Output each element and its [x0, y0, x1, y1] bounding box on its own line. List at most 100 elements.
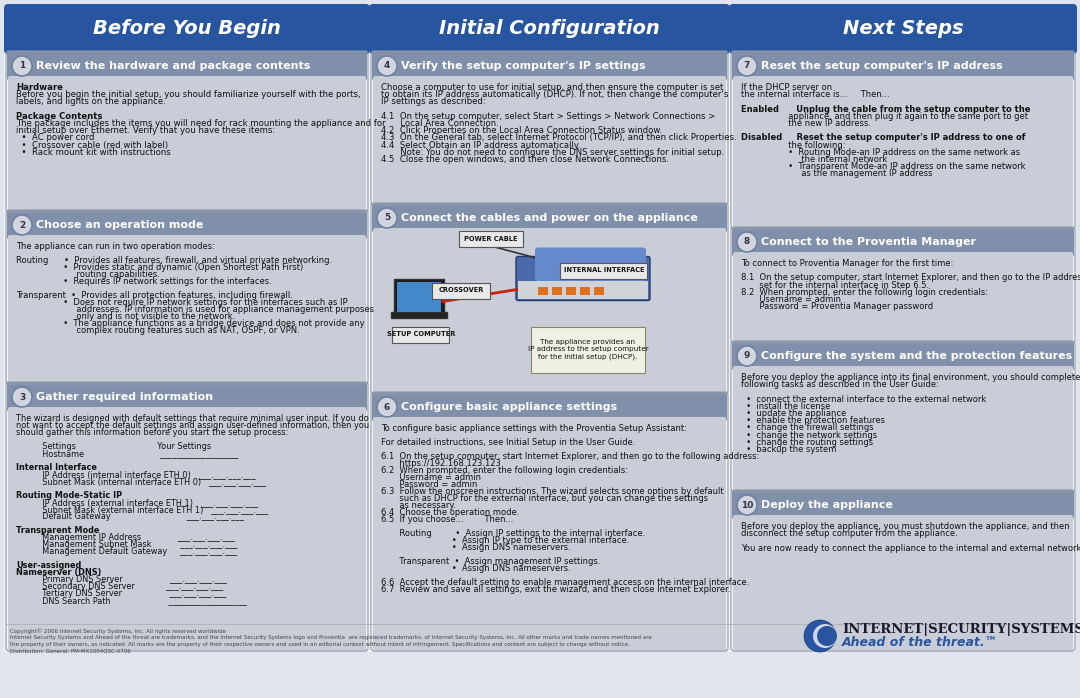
Circle shape [737, 56, 757, 76]
Circle shape [377, 208, 397, 228]
Text: Username = admin: Username = admin [741, 295, 841, 304]
Text: 6.6  Accept the default setting to enable management access on the internal inte: 6.6 Accept the default setting to enable… [381, 578, 750, 587]
Text: 10: 10 [741, 500, 753, 510]
Text: 8.2  When prompted, enter the following login credentials:: 8.2 When prompted, enter the following l… [741, 288, 988, 297]
Text: to obtain its IP address automatically (DHCP). If not, then change the computer': to obtain its IP address automatically (… [381, 90, 728, 99]
Text: not want to accept the default settings and assign user-defined information, the: not want to accept the default settings … [16, 421, 369, 430]
Text: Initial Configuration: Initial Configuration [440, 20, 660, 38]
Text: •  update the appliance: • update the appliance [741, 409, 847, 418]
Text: Note: You do not need to configure the DNS server settings for initial setup.: Note: You do not need to configure the D… [381, 148, 725, 157]
FancyBboxPatch shape [733, 52, 1074, 652]
FancyBboxPatch shape [373, 52, 726, 652]
FancyBboxPatch shape [732, 490, 1074, 520]
Text: The wizard is designed with default settings that require minimal user input. If: The wizard is designed with default sett… [16, 414, 368, 423]
Text: The appliance can run in two operation modes:: The appliance can run in two operation m… [16, 242, 215, 251]
FancyBboxPatch shape [732, 341, 1074, 371]
Text: 8.1  On the setup computer, start Internet Explorer, and then go to the IP addre: 8.1 On the setup computer, start Interne… [741, 274, 1080, 283]
Text: Choose an operation mode: Choose an operation mode [36, 220, 203, 230]
FancyBboxPatch shape [566, 286, 576, 295]
Text: labels, and lights on the appliance.: labels, and lights on the appliance. [16, 98, 165, 106]
Text: routing capabilities.: routing capabilities. [16, 270, 160, 279]
Text: Reset the setup computer's IP address: Reset the setup computer's IP address [761, 61, 1002, 71]
FancyBboxPatch shape [372, 392, 727, 422]
Text: SETUP COMPUTER: SETUP COMPUTER [387, 332, 455, 338]
Text: Nameserver (DNS): Nameserver (DNS) [16, 568, 102, 577]
Text: 4.4  Select Obtain an IP address automatically.: 4.4 Select Obtain an IP address automati… [381, 140, 580, 149]
FancyBboxPatch shape [733, 252, 1074, 342]
Text: Before you begin the initial setup, you should familiarize yourself with the por: Before you begin the initial setup, you … [16, 90, 361, 99]
Text: Deploy the appliance: Deploy the appliance [761, 500, 893, 510]
Text: IP settings as described:: IP settings as described: [381, 98, 486, 106]
Text: You are now ready to connect the appliance to the internal and external network.: You are now ready to connect the applian… [741, 544, 1080, 553]
FancyBboxPatch shape [733, 76, 1074, 228]
FancyBboxPatch shape [6, 382, 367, 412]
Text: Configure basic appliance settings: Configure basic appliance settings [401, 402, 617, 412]
Text: •  Crossover cable (red with label): • Crossover cable (red with label) [16, 140, 168, 149]
Circle shape [804, 620, 836, 652]
Text: Routing      •  Provides all features, firewall, and virtual private networking.: Routing • Provides all features, firewal… [16, 256, 333, 265]
Text: Management IP Address              ___.___.___.___: Management IP Address ___.___.___.___ [16, 533, 234, 542]
FancyBboxPatch shape [373, 76, 726, 204]
Text: as the management IP address: as the management IP address [741, 170, 932, 179]
Text: To configure basic appliance settings with the Proventia Setup Assistant:: To configure basic appliance settings wi… [381, 424, 687, 433]
Text: disconnect the setup computer from the appliance.: disconnect the setup computer from the a… [741, 529, 958, 538]
Text: Before you deploy the appliance, you must shutdown the appliance, and then: Before you deploy the appliance, you mus… [741, 522, 1069, 531]
Text: Hostname                             ___________________: Hostname ___________________ [16, 449, 239, 458]
Text: Subnet Mask (internal interface ETH 0)   ___.___.___.___: Subnet Mask (internal interface ETH 0) _… [16, 477, 266, 486]
Text: Before you deploy the appliance into its final environment, you should complete : Before you deploy the appliance into its… [741, 373, 1080, 382]
Text: appliance, and then plug it again to the same port to get: appliance, and then plug it again to the… [741, 112, 1028, 121]
Text: Management Default Gateway     ___.___.___.___: Management Default Gateway ___.___.___._… [16, 547, 238, 556]
Text: Primary DNS Server                  ___.___.___.___: Primary DNS Server ___.___.___.___ [16, 575, 227, 584]
Circle shape [737, 495, 757, 515]
Text: 4.3  On the General tab, select Internet Protocol (TCP/IP), and then click Prope: 4.3 On the General tab, select Internet … [381, 133, 737, 142]
FancyBboxPatch shape [373, 228, 726, 393]
Text: 4.1  On the setup computer, select Start > Settings > Network Connections >: 4.1 On the setup computer, select Start … [381, 112, 715, 121]
Text: POWER CABLE: POWER CABLE [464, 236, 517, 242]
Text: •  connect the external interface to the external network: • connect the external interface to the … [741, 394, 986, 403]
Text: 4.2  Click Properties on the Local Area Connection Status window.: 4.2 Click Properties on the Local Area C… [381, 126, 662, 135]
Text: User-assigned: User-assigned [16, 561, 81, 570]
Text: Secondary DNS Server            ___.___.___.___: Secondary DNS Server ___.___.___.___ [16, 582, 224, 591]
Text: •  AC power cord: • AC power cord [16, 133, 95, 142]
Text: •  Assign IP type to the external interface.: • Assign IP type to the external interfa… [381, 536, 630, 545]
FancyBboxPatch shape [4, 4, 370, 54]
Circle shape [377, 397, 397, 417]
FancyBboxPatch shape [552, 286, 562, 295]
Text: Username = admin: Username = admin [381, 473, 481, 482]
FancyBboxPatch shape [8, 235, 366, 383]
Text: •  change the firewall settings: • change the firewall settings [741, 424, 874, 432]
FancyBboxPatch shape [369, 4, 730, 54]
Circle shape [12, 387, 32, 407]
FancyBboxPatch shape [372, 203, 727, 233]
FancyBboxPatch shape [4, 4, 1076, 652]
Text: •  backup the system: • backup the system [741, 445, 836, 454]
FancyBboxPatch shape [8, 407, 366, 650]
Text: •  change the routing settings: • change the routing settings [741, 438, 873, 447]
FancyBboxPatch shape [391, 311, 447, 318]
Text: •  Transparent Mode-an IP address on the same network: • Transparent Mode-an IP address on the … [741, 162, 1026, 171]
Text: IP Address (internal interface ETH 0)   ___.___.___.___: IP Address (internal interface ETH 0) __… [16, 470, 256, 479]
Text: Review the hardware and package contents: Review the hardware and package contents [36, 61, 310, 71]
Text: Before You Begin: Before You Begin [93, 20, 281, 38]
Text: 3: 3 [18, 392, 25, 401]
Text: IP Address (external interface ETH 1)   ___.___.___.___: IP Address (external interface ETH 1) __… [16, 498, 258, 507]
Circle shape [737, 346, 757, 366]
FancyBboxPatch shape [397, 281, 441, 311]
Text: only and is not visible to the network.: only and is not visible to the network. [16, 312, 235, 321]
Text: 4: 4 [383, 61, 390, 70]
Circle shape [737, 232, 757, 252]
Text: Password = Proventia Manager password: Password = Proventia Manager password [741, 302, 933, 311]
FancyBboxPatch shape [373, 417, 726, 650]
Text: 6.4  Choose the operation mode.: 6.4 Choose the operation mode. [381, 508, 519, 517]
Text: set for the internal interface in Step 6.5.: set for the internal interface in Step 6… [741, 281, 929, 290]
Text: Settings                               Your Settings: Settings Your Settings [16, 442, 211, 451]
Text: •  Assign DNS nameservers.: • Assign DNS nameservers. [381, 543, 570, 552]
FancyBboxPatch shape [6, 51, 367, 81]
FancyBboxPatch shape [538, 286, 548, 295]
FancyBboxPatch shape [6, 210, 367, 240]
Text: 7: 7 [744, 61, 751, 70]
FancyBboxPatch shape [518, 281, 648, 299]
FancyBboxPatch shape [8, 52, 366, 652]
Text: Verify the setup computer's IP settings: Verify the setup computer's IP settings [401, 61, 646, 71]
FancyBboxPatch shape [459, 231, 523, 247]
